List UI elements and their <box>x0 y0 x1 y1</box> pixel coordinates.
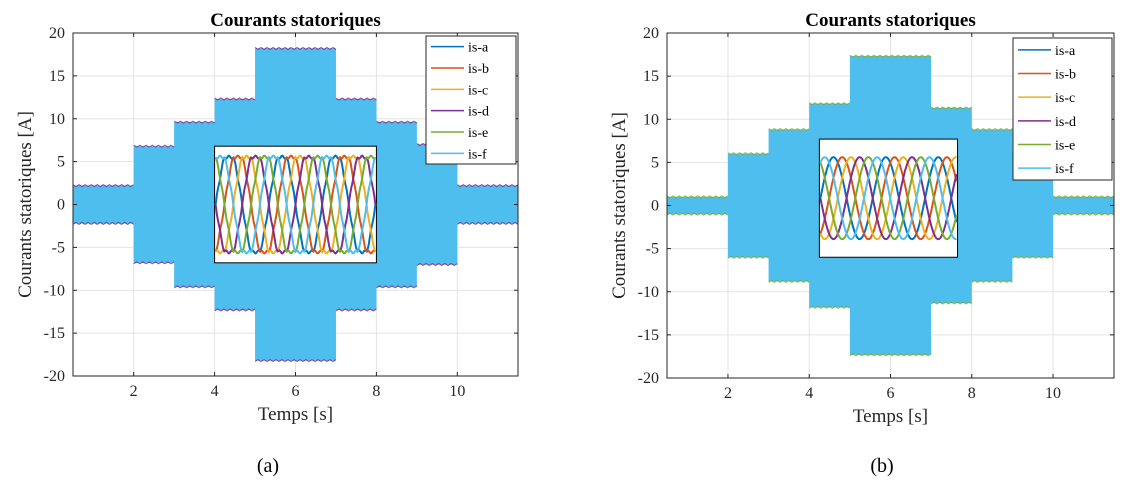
envelope-edge-top <box>457 184 519 188</box>
envelope-edge-top <box>254 46 337 51</box>
x-tick-label: 6 <box>887 385 895 402</box>
envelope-edge-top <box>72 184 134 188</box>
x-axis-label: Temps [s] <box>853 406 928 427</box>
envelope-edge-bottom <box>1012 255 1054 259</box>
y-tick-label: -5 <box>52 239 65 256</box>
x-tick-label: 2 <box>724 385 732 402</box>
x-tick-label: 8 <box>372 383 380 400</box>
envelope-edge-top <box>727 152 769 156</box>
envelope-edge-bottom <box>727 255 769 259</box>
y-tick-label: -10 <box>638 284 659 301</box>
x-tick-label: 10 <box>1045 385 1061 402</box>
inset-series-is-f <box>214 154 377 255</box>
envelope-edge-bottom <box>72 221 134 225</box>
y-tick-label: 15 <box>49 68 65 85</box>
envelope-edge-top <box>133 144 175 148</box>
y-tick-label: 20 <box>643 25 659 42</box>
subplot-caption: (b) <box>870 455 893 477</box>
envelope-edge-top <box>1052 195 1115 199</box>
legend-entry-is-d: is-d <box>1055 115 1076 130</box>
y-tick-label: 10 <box>49 111 65 128</box>
y-tick-label: 15 <box>643 68 659 85</box>
y-tick-label: -15 <box>638 327 659 344</box>
x-tick-label: 2 <box>130 383 138 400</box>
x-tick-label: 8 <box>968 385 976 402</box>
envelope-edge-bottom <box>335 308 377 312</box>
legend-entry-is-d: is-d <box>468 105 489 120</box>
legend-entry-is-c: is-c <box>468 83 488 98</box>
y-tick-label: -5 <box>646 241 659 258</box>
y-tick-label: 0 <box>57 197 65 214</box>
y-tick-label: 20 <box>49 25 65 42</box>
chart-title: Courants statoriques <box>805 10 975 31</box>
y-tick-label: 5 <box>57 154 65 171</box>
legend-entry-is-a: is-a <box>1055 44 1076 59</box>
envelope-edge-top <box>666 195 729 199</box>
envelope-edge-top <box>971 127 1013 132</box>
envelope-edge-top <box>849 54 932 58</box>
envelope-edge-top <box>173 120 215 124</box>
legend-entry-is-e: is-e <box>1055 139 1075 154</box>
chart-title: Courants statoriques <box>210 10 380 31</box>
inset-series-is-c <box>214 154 377 255</box>
x-tick-label: 6 <box>292 383 300 400</box>
envelope-edge-bottom <box>849 353 932 357</box>
envelope-edge-bottom <box>1052 212 1115 216</box>
legend-entry-is-f: is-f <box>468 147 487 162</box>
legend-entry-is-b: is-b <box>1055 68 1076 83</box>
y-tick-label: -20 <box>638 370 659 387</box>
inset-series-is-d <box>819 156 958 241</box>
envelope-edge-bottom <box>971 279 1013 284</box>
envelope-edge-bottom <box>416 262 458 267</box>
legend-box <box>1012 37 1113 181</box>
envelope-edge-bottom <box>808 305 851 309</box>
envelope-edge-bottom <box>133 261 175 265</box>
x-axis-label: Temps [s] <box>258 404 333 425</box>
y-tick-label: 10 <box>643 111 659 128</box>
x-tick-label: 4 <box>805 385 813 402</box>
envelope-edge-top <box>214 97 256 101</box>
legend-entry-is-c: is-c <box>1055 91 1075 106</box>
y-tick-label: -10 <box>44 282 65 299</box>
y-tick-label: -20 <box>44 368 65 385</box>
chart-panel-a: 2 4 6 8 10 -20 -15 -10 -5 0 5 10 15 20 Courants stator… <box>15 10 519 477</box>
legend-box <box>425 35 517 165</box>
inset-series-is-d <box>214 154 377 255</box>
legend-entry-is-f: is-f <box>1055 162 1074 177</box>
envelope-edge-bottom <box>768 279 810 284</box>
legend-entry-is-b: is-b <box>468 62 489 77</box>
inset-series-is-f <box>819 156 957 241</box>
y-axis-label: Courants statoriques [A] <box>15 111 36 298</box>
envelope-edge-top <box>376 120 418 124</box>
envelope-edge-bottom <box>173 285 215 289</box>
envelope-edge-bottom <box>666 212 729 216</box>
y-tick-label: 5 <box>651 154 659 171</box>
envelope-edge-bottom <box>376 285 418 289</box>
legend-entry-is-e: is-e <box>468 126 488 141</box>
inset-series-is-e <box>819 156 958 241</box>
envelope-edge-bottom <box>930 301 973 305</box>
envelope-edge-top <box>768 127 810 132</box>
subplot-caption: (a) <box>257 455 279 477</box>
envelope-edge-top <box>930 106 973 110</box>
envelope-edge-top <box>808 102 851 106</box>
envelope-edge-top <box>335 97 377 101</box>
y-tick-label: 0 <box>651 198 659 215</box>
envelope-edge-bottom <box>254 358 337 363</box>
x-tick-label: 10 <box>449 383 465 400</box>
envelope-edge-bottom <box>457 221 519 225</box>
chart-panel-b: 2 4 6 8 10 -20 -15 -10 -5 0 5 10 15 20 Courants stator… <box>609 10 1115 477</box>
envelope-edge-bottom <box>214 308 256 312</box>
y-axis-label: Courants statoriques [A] <box>609 112 630 299</box>
legend-entry-is-a: is-a <box>468 41 489 56</box>
y-tick-label: -15 <box>44 325 65 342</box>
x-tick-label: 4 <box>211 383 219 400</box>
